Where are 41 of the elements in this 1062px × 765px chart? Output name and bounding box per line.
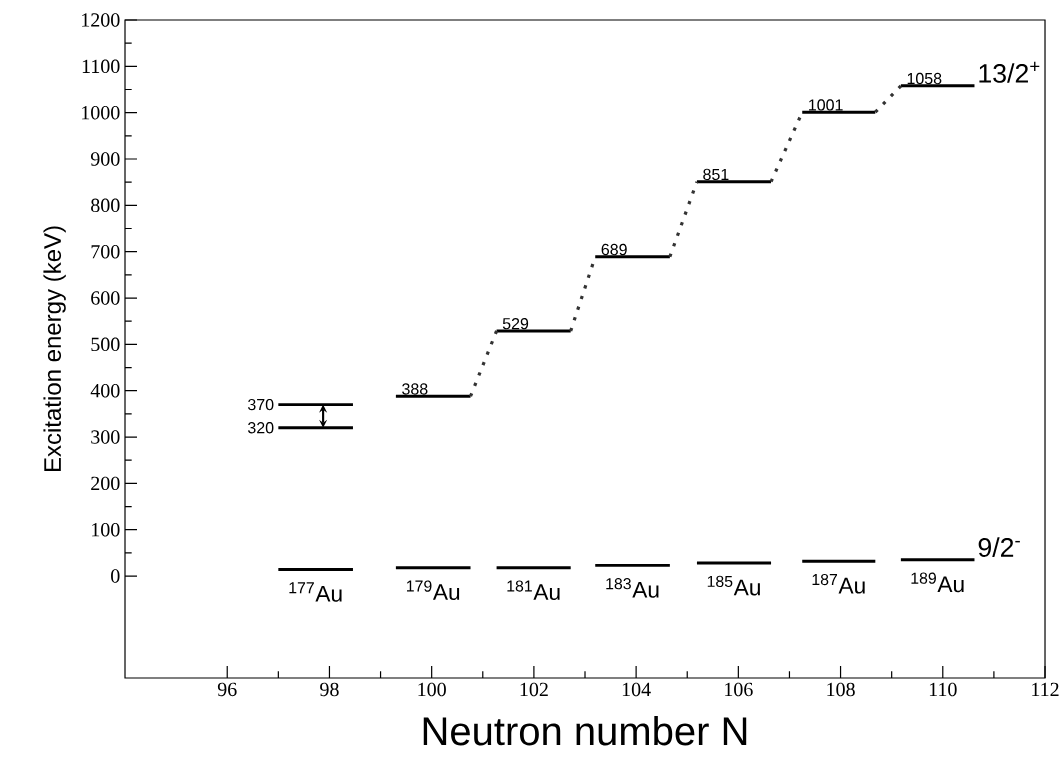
y-tick-label: 700 <box>91 244 120 259</box>
x-tick-label: 112 <box>1032 682 1059 696</box>
annotation: $^{181}$Au <box>507 580 560 601</box>
annotation: $^{177}$Au <box>289 582 342 602</box>
data-label: 370 <box>247 398 274 411</box>
y-tick-label: 600 <box>91 291 120 305</box>
y-tick-label: 1000 <box>82 105 120 120</box>
y-axis-title: Excitation energy (keV) <box>43 226 66 472</box>
annotation: $^{183}$Au <box>606 578 659 598</box>
data-label: 320 <box>247 422 274 434</box>
annotation: $^{187}$Au <box>812 573 865 594</box>
x-tick-label: 106 <box>725 682 753 697</box>
series-label: 9/2$^{-}$ <box>978 537 1020 557</box>
annotation: $^{179}$Au <box>406 580 460 601</box>
x-tick-label: 110 <box>929 682 957 697</box>
data-label: 388 <box>402 383 428 395</box>
y-tick-label: 900 <box>90 152 120 166</box>
y-tick-label: 0 <box>111 569 120 583</box>
data-label: 529 <box>502 318 529 330</box>
y-tick-label: 1200 <box>82 13 120 27</box>
y-tick-label: 400 <box>90 383 120 398</box>
y-tick-label: 500 <box>91 337 120 352</box>
data-label: 1058 <box>907 72 942 85</box>
y-tick-label: 200 <box>91 476 120 491</box>
data-label: 851 <box>703 168 729 181</box>
y-tick-label: 1100 <box>82 59 120 74</box>
y-tick-label: 100 <box>92 522 120 537</box>
x-tick-label: 100 <box>418 682 446 697</box>
x-tick-label: 104 <box>622 682 651 697</box>
x-tick-label: 96 <box>217 682 237 697</box>
data-label: 689 <box>601 243 627 256</box>
y-tick-label: 300 <box>91 430 120 444</box>
data-label: 1001 <box>809 99 843 111</box>
annotation: $^{189}$Au <box>911 572 964 593</box>
x-tick-label: 98 <box>320 682 339 697</box>
x-axis-title: Neutron number N <box>423 716 747 746</box>
x-tick-label: 102 <box>520 682 548 697</box>
y-tick-label: 800 <box>91 198 120 213</box>
series-label: 13/2$^{+}$ <box>979 61 1040 83</box>
annotation: $^{185}$Au <box>707 575 760 596</box>
x-tick-label: 108 <box>827 682 855 697</box>
